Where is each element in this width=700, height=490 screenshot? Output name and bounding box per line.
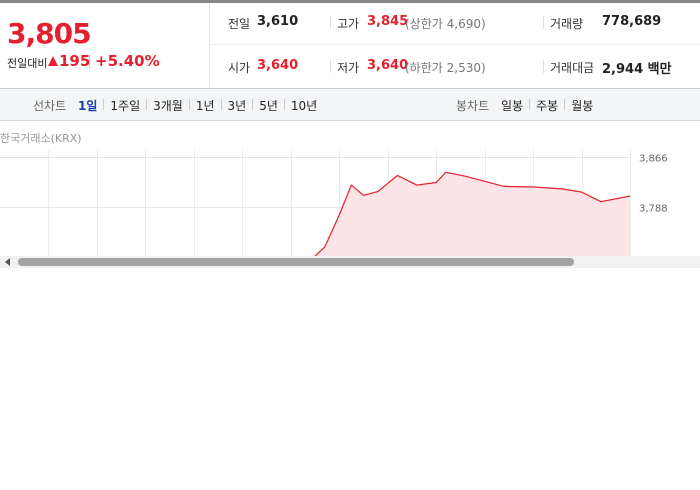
summary-label: 거래대금 <box>550 61 595 75</box>
scroll-thumb[interactable] <box>18 258 574 266</box>
separator <box>330 16 331 29</box>
separator <box>564 99 566 110</box>
separator <box>103 99 105 110</box>
tab-item[interactable]: 3년 <box>227 99 247 113</box>
divider <box>209 3 210 88</box>
tab-label[interactable]: 봉차트 <box>456 99 490 113</box>
up-arrow <box>48 56 58 66</box>
tab-item[interactable]: 5년 <box>259 99 278 113</box>
tab-item[interactable]: 일봉 <box>501 99 524 113</box>
summary-label: 고가 <box>337 17 360 31</box>
tab-bar <box>0 88 700 121</box>
separator <box>252 99 254 110</box>
separator <box>543 60 544 73</box>
summary-label: 시가 <box>228 61 251 75</box>
top-border <box>0 0 700 3</box>
separator <box>283 99 285 110</box>
price: 3,805 <box>7 17 92 50</box>
summary-value: 3,640 <box>257 58 299 73</box>
summary-value: 3,845 <box>367 14 409 29</box>
chart-source: 한국거래소(KRX) <box>0 132 82 145</box>
tab-item[interactable]: 주봉 <box>536 99 559 113</box>
change: 195 <box>59 52 91 70</box>
summary-value: 3,610 <box>257 14 299 29</box>
separator <box>543 16 544 29</box>
tab-item[interactable]: 월봉 <box>571 99 594 113</box>
tab-item[interactable]: 10년 <box>290 99 318 113</box>
summary-label: 저가 <box>337 61 360 75</box>
separator <box>330 60 331 73</box>
summary-note: (상한가 4,690) <box>405 17 486 31</box>
separator <box>89 55 90 68</box>
y-tick-label: 3,788 <box>639 203 668 214</box>
summary-note: (하한가 2,530) <box>405 61 486 75</box>
summary-value: 2,944 백만 <box>602 62 672 77</box>
summary-label: 거래량 <box>550 17 584 31</box>
tab-item[interactable]: 1일 <box>78 99 98 113</box>
summary-value: 778,689 <box>602 14 662 29</box>
separator <box>146 99 148 110</box>
divider <box>210 44 700 45</box>
tab-item[interactable]: 1주일 <box>110 99 141 113</box>
separator <box>188 99 190 110</box>
scroll-left[interactable] <box>5 258 10 266</box>
price-area <box>315 172 630 256</box>
tab-item[interactable]: 3개월 <box>153 99 183 113</box>
summary-value: 3,640 <box>367 58 409 73</box>
tab-label[interactable]: 선차트 <box>33 99 67 113</box>
y-tick-label: 3,866 <box>639 154 668 165</box>
separator <box>529 99 531 110</box>
chart: 3,866 3,788 <box>0 150 700 268</box>
separator <box>220 99 222 110</box>
summary-label: 전일 <box>228 17 251 31</box>
change-label: 전일대비 <box>7 57 48 70</box>
tab-item[interactable]: 1년 <box>195 99 215 113</box>
change-rate: +5.40% <box>95 52 160 70</box>
price-line <box>314 171 631 256</box>
